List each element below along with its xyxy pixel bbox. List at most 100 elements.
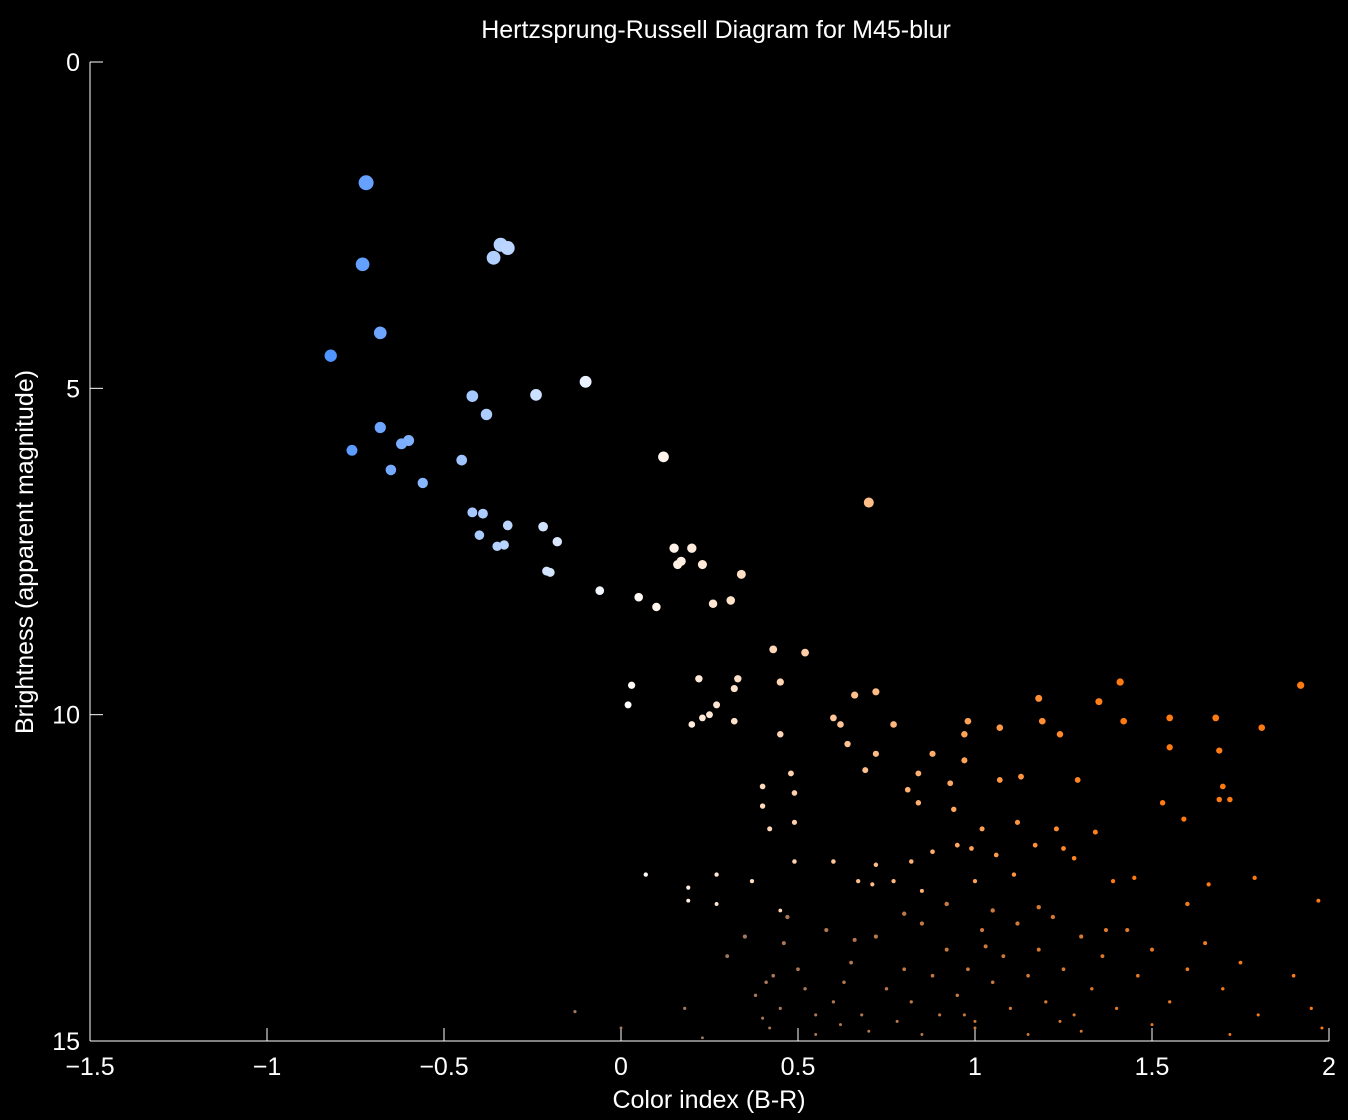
faint-star-point — [930, 973, 935, 978]
faint-star-point — [771, 973, 776, 978]
star-point — [1116, 678, 1124, 686]
faint-star-point — [919, 921, 925, 926]
data-points — [324, 175, 1324, 1040]
star-point — [1074, 777, 1081, 783]
faint-star-point — [1015, 921, 1020, 926]
faint-star-point — [895, 1019, 899, 1023]
star-point — [713, 701, 721, 709]
star-point — [915, 800, 922, 806]
faint-star-point — [1036, 947, 1041, 952]
faint-star-point — [1026, 973, 1030, 978]
faint-star-point — [1115, 1006, 1119, 1010]
star-point — [579, 375, 592, 388]
star-point — [856, 878, 861, 884]
star-point — [714, 872, 719, 877]
star-point — [1159, 800, 1166, 806]
star-point — [979, 826, 985, 832]
star-point — [787, 770, 794, 777]
faint-star-point — [990, 980, 995, 985]
star-point — [904, 786, 911, 793]
star-point — [492, 541, 502, 551]
star-point — [961, 757, 968, 764]
star-point — [1061, 846, 1066, 851]
x-tick-label: 1.5 — [1135, 1053, 1170, 1081]
faint-star-point — [962, 1013, 966, 1017]
star-point — [658, 451, 669, 463]
star-point — [346, 444, 358, 456]
faint-star-point — [1150, 947, 1154, 952]
star-point — [499, 540, 509, 550]
star-point — [676, 556, 686, 566]
star-point — [669, 543, 679, 553]
star-point — [1206, 882, 1211, 887]
star-point — [1014, 819, 1021, 825]
star-point — [759, 803, 766, 809]
faint-star-point — [753, 993, 758, 997]
faint-star-point — [1238, 960, 1243, 965]
star-point — [791, 790, 798, 796]
star-point — [687, 543, 697, 553]
star-point — [993, 852, 999, 858]
star-point — [373, 326, 387, 340]
star-point — [396, 438, 407, 450]
faint-star-point — [1309, 1006, 1313, 1010]
star-point — [1018, 773, 1024, 780]
y-tick-label: 10 — [52, 702, 80, 730]
star-point — [324, 349, 337, 362]
faint-star-point — [842, 980, 846, 985]
faint-star-point — [619, 1026, 623, 1030]
star-point — [890, 721, 897, 728]
star-point — [1252, 875, 1257, 880]
faint-star-point — [1203, 941, 1208, 946]
faint-star-point — [944, 947, 949, 952]
star-point — [480, 408, 493, 421]
star-point — [502, 520, 513, 531]
x-tick-label: 0.5 — [781, 1053, 816, 1081]
faint-star-point — [778, 1006, 782, 1010]
star-point — [863, 497, 874, 508]
faint-star-point — [838, 1023, 842, 1027]
star-point — [652, 602, 661, 612]
star-point — [697, 560, 707, 570]
star-point — [643, 872, 648, 877]
faint-star-point — [980, 927, 985, 933]
star-point — [891, 878, 896, 884]
star-point — [930, 849, 935, 855]
star-point — [1056, 730, 1064, 738]
star-point — [730, 684, 738, 693]
star-point — [624, 701, 632, 709]
star-point — [385, 464, 397, 476]
star-point — [1181, 816, 1187, 822]
star-point — [730, 717, 738, 725]
star-point — [1316, 898, 1321, 903]
star-point — [686, 885, 691, 890]
faint-star-point — [990, 908, 995, 913]
faint-star-point — [814, 1033, 818, 1036]
star-point — [1110, 878, 1116, 884]
star-point — [776, 678, 784, 686]
faint-star-point — [1072, 1013, 1076, 1017]
star-point — [374, 421, 386, 434]
faint-star-point — [1036, 904, 1041, 910]
star-point — [872, 688, 880, 696]
star-point — [873, 862, 879, 868]
star-point — [1011, 872, 1017, 877]
x-tick-label: −0.5 — [419, 1053, 468, 1081]
faint-star-point — [683, 1006, 687, 1010]
faint-star-point — [1256, 1013, 1260, 1017]
star-point — [972, 878, 978, 884]
faint-star-point — [1090, 987, 1094, 991]
faint-star-point — [1125, 927, 1130, 933]
faint-star-point — [1136, 973, 1140, 978]
star-point — [996, 777, 1003, 783]
faint-star-point — [814, 1013, 818, 1017]
star-point — [919, 888, 924, 893]
faint-star-point — [1079, 934, 1084, 939]
x-tick-label: −1.5 — [65, 1053, 114, 1081]
faint-star-point — [1026, 1033, 1030, 1036]
faint-star-point — [860, 1013, 864, 1017]
faint-star-point — [852, 937, 857, 942]
y-axis-label: Brightness (apparent magnitude) — [11, 370, 39, 734]
star-point — [1216, 796, 1223, 803]
